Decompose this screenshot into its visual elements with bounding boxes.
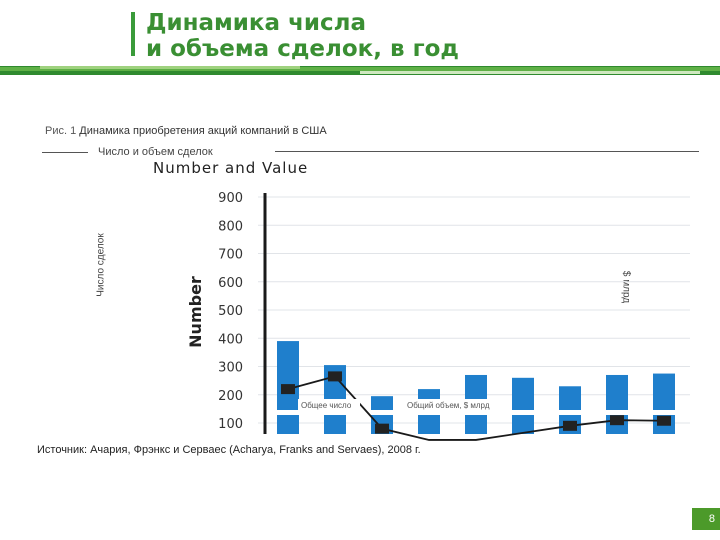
y-tick-label: 300 (218, 361, 243, 376)
value-marker (281, 384, 295, 395)
slide-title-line-2: и объема сделок, в год (146, 36, 459, 62)
value-marker (657, 415, 671, 426)
bar-break-band (270, 410, 690, 415)
y-axis-label: Number (186, 276, 205, 348)
y-tick-label: 700 (218, 248, 243, 263)
value-line (287, 375, 665, 441)
title-accent-bar (131, 12, 135, 56)
decorative-green-band (0, 66, 720, 75)
y-tick-label: 100 (218, 417, 243, 432)
y-tick-label: 900 (218, 191, 243, 206)
y-tick-label: 200 (218, 389, 243, 404)
value-marker (563, 420, 577, 431)
value-marker (610, 415, 624, 426)
figure-caption-number: Рис. 1 (45, 125, 77, 137)
y-tick-label: 400 (218, 332, 243, 347)
legend-bg (298, 399, 360, 411)
y-tick-label: 600 (218, 276, 243, 291)
divider-right (275, 151, 699, 152)
source-note: Источник: Ачария, Фрэнкс и Серваес (Acha… (37, 444, 421, 456)
legend-bg (404, 399, 494, 411)
figure-caption: Рис. 1 Динамика приобретения акций компа… (45, 125, 327, 137)
slide-title-line-1: Динамика числа (146, 10, 366, 36)
bar (512, 377, 534, 434)
value-marker (375, 423, 389, 434)
legend-label-bars: Общее число (301, 401, 352, 410)
page-number: 8 (692, 508, 720, 530)
value-marker (328, 371, 342, 382)
section-label: Число и объем сделок (96, 146, 215, 158)
divider-left (42, 152, 88, 153)
legend-label-line: Общий объем, $ млрд (407, 401, 490, 410)
slide-title: Динамика числа и объема сделок, в год (146, 10, 459, 62)
figure-caption-text: Динамика приобретения акций компаний в С… (79, 125, 327, 137)
y-tick-label: 500 (218, 304, 243, 319)
chart-title: Number and Value (153, 159, 308, 177)
y-tick-label: 800 (218, 219, 243, 234)
